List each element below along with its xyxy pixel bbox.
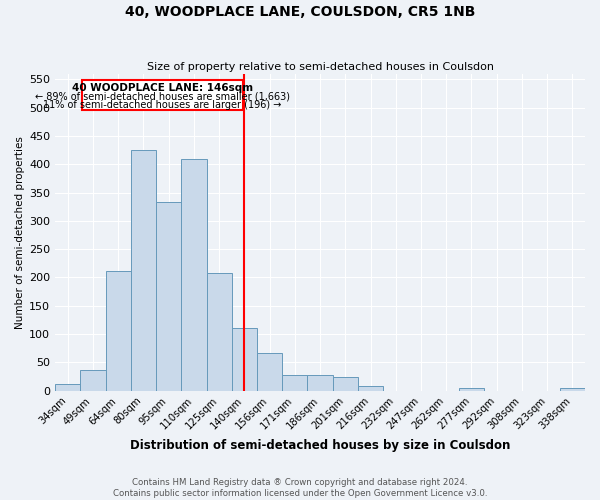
Bar xyxy=(307,375,332,390)
Title: Size of property relative to semi-detached houses in Coulsdon: Size of property relative to semi-detach… xyxy=(146,62,494,72)
Text: 11% of semi-detached houses are larger (196) →: 11% of semi-detached houses are larger (… xyxy=(43,100,281,110)
Bar xyxy=(332,377,358,390)
Bar xyxy=(232,328,257,390)
Bar xyxy=(560,388,585,390)
X-axis label: Distribution of semi-detached houses by size in Coulsdon: Distribution of semi-detached houses by … xyxy=(130,440,510,452)
Bar xyxy=(206,273,232,390)
Bar xyxy=(358,386,383,390)
Bar xyxy=(106,271,131,390)
Text: 40, WOODPLACE LANE, COULSDON, CR5 1NB: 40, WOODPLACE LANE, COULSDON, CR5 1NB xyxy=(125,5,475,19)
Text: 40 WOODPLACE LANE: 146sqm: 40 WOODPLACE LANE: 146sqm xyxy=(72,82,253,92)
Bar xyxy=(181,158,206,390)
FancyBboxPatch shape xyxy=(82,80,243,110)
Bar xyxy=(80,370,106,390)
Text: ← 89% of semi-detached houses are smaller (1,663): ← 89% of semi-detached houses are smalle… xyxy=(35,92,290,102)
Text: Contains HM Land Registry data ® Crown copyright and database right 2024.
Contai: Contains HM Land Registry data ® Crown c… xyxy=(113,478,487,498)
Bar xyxy=(55,384,80,390)
Bar xyxy=(282,375,307,390)
Bar xyxy=(131,150,156,390)
Y-axis label: Number of semi-detached properties: Number of semi-detached properties xyxy=(15,136,25,328)
Bar xyxy=(459,388,484,390)
Bar xyxy=(257,354,282,391)
Bar xyxy=(156,202,181,390)
